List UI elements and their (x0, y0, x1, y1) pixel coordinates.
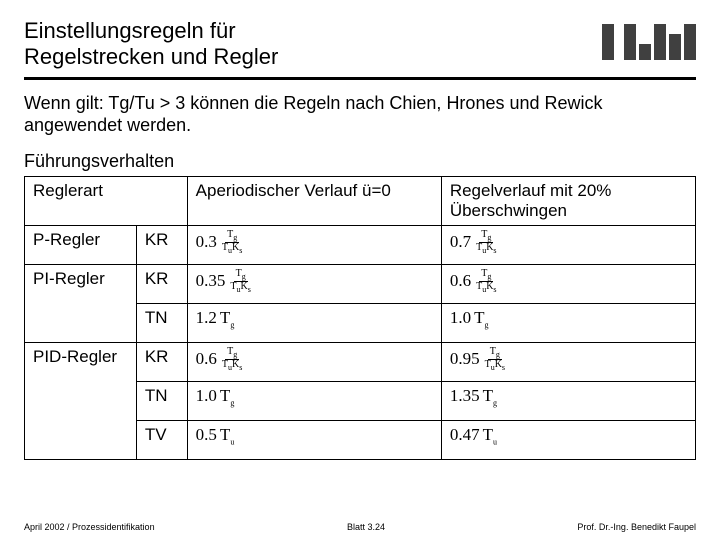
header: Einstellungsregeln für Regelstrecken und… (24, 18, 696, 80)
cell-pi-tn-over: 1.0Tg (441, 303, 695, 342)
table-row: PID-Regler KR 0.6 TgTuKs 0.95 TgTuKs (25, 342, 696, 381)
title-line1: Einstellungsregeln für (24, 18, 236, 43)
cell-p-label: P-Regler (25, 225, 137, 264)
footer-right: Prof. Dr.-Ing. Benedikt Faupel (577, 522, 696, 532)
cell-p-over: 0.7 TgTuKs (441, 225, 695, 264)
cell-pid-kr-over: 0.95 TgTuKs (441, 342, 695, 381)
cell-pid-kr-param: KR (136, 342, 187, 381)
footer-left: April 2002 / Prozessidentifikation (24, 522, 155, 532)
footer: April 2002 / Prozessidentifikation Blatt… (24, 522, 696, 532)
cell-pi-kr-param: KR (136, 264, 187, 303)
table-row: P-Regler KR 0.3 TgTuKs 0.7 TgTuKs (25, 225, 696, 264)
cell-pid-tv-param: TV (136, 420, 187, 459)
controller-table: Reglerart Aperiodischer Verlauf ü=0 Rege… (24, 176, 696, 460)
cell-pid-tv-over: 0.47Tu (441, 420, 695, 459)
cell-pid-tv-aperiod: 0.5Tu (187, 420, 441, 459)
col-aperiodisch: Aperiodischer Verlauf ü=0 (187, 176, 441, 225)
cell-pid-tn-over: 1.35Tg (441, 381, 695, 420)
table-row: PI-Regler KR 0.35 TgTuKs 0.6 TgTuKs (25, 264, 696, 303)
cell-pid-kr-aperiod: 0.6 TgTuKs (187, 342, 441, 381)
cell-pi-kr-aperiod: 0.35 TgTuKs (187, 264, 441, 303)
table-header-row: Reglerart Aperiodischer Verlauf ü=0 Rege… (25, 176, 696, 225)
cell-p-aperiod: 0.3 TgTuKs (187, 225, 441, 264)
cell-p-param: KR (136, 225, 187, 264)
col-ueberschwingen: Regelverlauf mit 20% Überschwingen (441, 176, 695, 225)
intro-text: Wenn gilt: Tg/Tu > 3 können die Regeln n… (24, 92, 696, 137)
cell-pi-tn-param: TN (136, 303, 187, 342)
subheading: Führungsverhalten (24, 151, 696, 172)
cell-pi-tn-aperiod: 1.2Tg (187, 303, 441, 342)
htw-logo (602, 18, 696, 60)
page-title: Einstellungsregeln für Regelstrecken und… (24, 18, 278, 71)
cell-pid-tn-param: TN (136, 381, 187, 420)
cell-pid-label: PID-Regler (25, 342, 137, 459)
slide-page: Einstellungsregeln für Regelstrecken und… (0, 0, 720, 540)
cell-pi-label: PI-Regler (25, 264, 137, 342)
cell-pi-kr-over: 0.6 TgTuKs (441, 264, 695, 303)
col-reglerart: Reglerart (25, 176, 188, 225)
title-line2: Regelstrecken und Regler (24, 44, 278, 69)
cell-pid-tn-aperiod: 1.0Tg (187, 381, 441, 420)
footer-center: Blatt 3.24 (347, 522, 385, 532)
